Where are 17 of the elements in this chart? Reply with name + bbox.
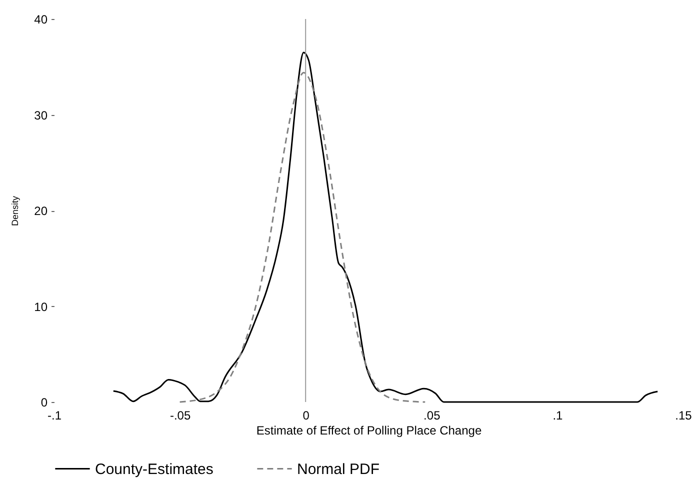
x-tick-label: .15 [675,408,692,422]
x-tick-label: .1 [552,408,564,422]
y-tick-label: 30 [34,108,48,122]
y-tick-label: 0 [40,396,48,410]
y-tick-label: 20 [34,204,48,218]
x-tick-label: -.1 [47,408,62,422]
y-tick-label: 40 [34,12,48,26]
x-axis-title: Estimate of Effect of Polling Place Change [256,424,482,438]
y-axis-title: Density [10,196,20,226]
x-tick-label: .05 [424,408,441,422]
legend-label: Normal PDF [297,460,380,478]
x-tick-label: 0 [302,408,310,422]
y-tick-label: 10 [34,300,48,314]
line-series [112,52,658,403]
legend-label: County-Estimates [95,460,214,478]
line-series [179,72,426,403]
x-tick-label: -.05 [170,408,191,422]
